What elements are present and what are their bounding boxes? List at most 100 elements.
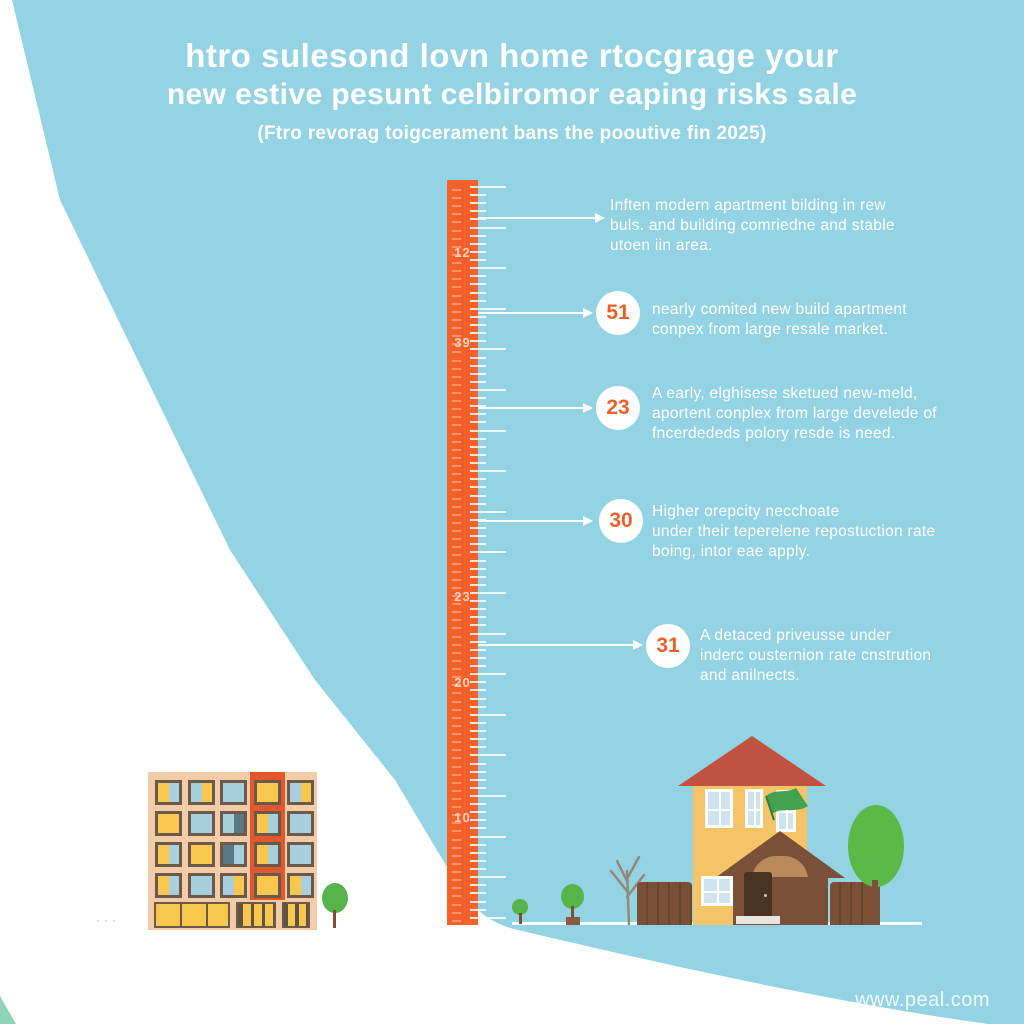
ruler-tick-inner [452,611,461,614]
ruler-tick [470,462,486,465]
ruler-tick-inner [452,765,461,768]
window-pane [267,845,278,864]
ruler-tick [470,210,486,213]
ruler-tick [470,762,486,765]
small-tree-trunk [571,906,574,919]
ruler-tick [470,705,486,708]
house-window [745,789,763,828]
ruler-tick-inner [452,635,461,638]
door-knob [764,894,767,897]
ruler-tick [470,876,506,879]
window-pane [223,845,234,864]
apartment-window [155,811,182,836]
small-tree-icon [512,899,528,915]
ruler-tick-inner [452,521,461,524]
window-pane [233,876,244,895]
small-tree-icon [561,884,584,909]
ruler-tick-inner [452,676,461,679]
apartment-window [155,780,182,805]
ruler-tick [470,502,486,505]
callout-arrow [478,516,593,526]
ruler-tick [470,535,486,538]
ruler-tick [470,689,486,692]
ruler-tick [470,486,486,489]
ruler-tick-inner [452,440,461,443]
ruler-tick-inner [452,513,461,516]
ruler-tick [470,738,486,741]
window-pane [300,845,311,864]
ruler-tick-inner [452,716,461,719]
ruler-tick-inner [452,383,461,386]
big-tree-trunk [872,880,878,925]
ruler-tick-inner [452,871,461,874]
ruler-tick [470,445,486,448]
callout-arrow [478,403,593,413]
ruler-label: 12 [454,245,471,260]
window-pane [223,876,234,895]
house-door [744,872,772,918]
ruler-tick-inner [452,432,461,435]
ruler-tick-inner [452,294,461,297]
ruler-tick [470,648,486,651]
window-pane [267,783,278,802]
ruler-tick [470,632,506,635]
ruler-tick-inner [452,773,461,776]
ruler-tick [470,470,506,473]
ruler-tick [470,859,486,862]
window-pane [191,845,202,864]
window-pane [290,845,301,864]
apartment-window [155,842,182,867]
ruler-tick [470,543,486,546]
entrance-window [282,902,310,928]
apartment-building-illustration [148,772,317,930]
ruler-tick-inner [452,570,461,573]
ruler-tick-inner [452,424,461,427]
apartment-window [155,873,182,898]
window-pane [191,814,202,833]
ruler-tick-inner [452,465,461,468]
ruler-tick [470,250,486,253]
ruler-tick-inner [452,789,461,792]
ruler-tick-inner [452,375,461,378]
bare-tree-icon [609,855,646,925]
ruler-tick [470,186,506,188]
ruler-tick-inner [452,911,461,914]
callout-number-badge: 51 [596,291,640,335]
ruler-tick [470,299,486,302]
ruler-tick [470,291,486,294]
ruler-tick-inner [452,546,461,549]
ruler-tick-inner [452,530,461,533]
window-pane [257,814,268,833]
apartment-window [188,811,215,836]
ruler-tick-inner [452,781,461,784]
ruler-tick [470,916,506,919]
window-pane [223,814,234,833]
ruler-tick [470,770,486,773]
ruler-tick [470,283,486,286]
ruler-tick [470,746,486,749]
ellipsis-dots: ··· [96,913,120,927]
ruler-tick-inner [452,668,461,671]
ruler-tick-inner [452,895,461,898]
ruler-tick-inner [452,497,461,500]
ruler-tick [470,397,486,400]
apartment-window [188,873,215,898]
ruler-tick-inner [452,448,461,451]
window-pane [290,783,301,802]
window-pane [257,876,268,895]
ruler-tick-inner [452,643,461,646]
ruler-tick [470,697,486,700]
callout-text: A detaced priveusse under inderc oustern… [700,627,932,684]
ruler-tick [470,259,486,262]
ruler-tick [470,892,486,895]
ruler-tick-inner [452,205,461,208]
apartment-window [220,842,247,867]
ruler-tick-inner [452,659,461,662]
window-pane [158,814,169,833]
tree-icon [322,883,348,913]
title-block: htro sulesond lovn home rtocgrage your n… [0,36,1024,145]
window-pane [233,814,244,833]
apartment-window [188,842,215,867]
window-pane [168,845,179,864]
